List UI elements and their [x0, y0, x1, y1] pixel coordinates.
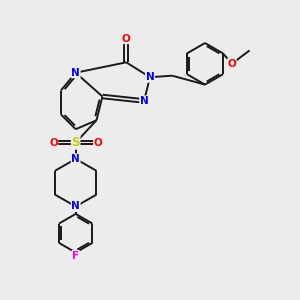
Text: O: O [94, 138, 102, 148]
Text: O: O [227, 59, 236, 69]
Text: N: N [146, 72, 154, 82]
Text: O: O [122, 34, 130, 44]
Text: N: N [71, 202, 80, 212]
Text: N: N [140, 96, 148, 106]
Text: S: S [71, 136, 80, 149]
Text: N: N [71, 68, 80, 78]
Text: O: O [49, 138, 58, 148]
Text: F: F [72, 250, 79, 260]
Text: N: N [71, 154, 80, 164]
